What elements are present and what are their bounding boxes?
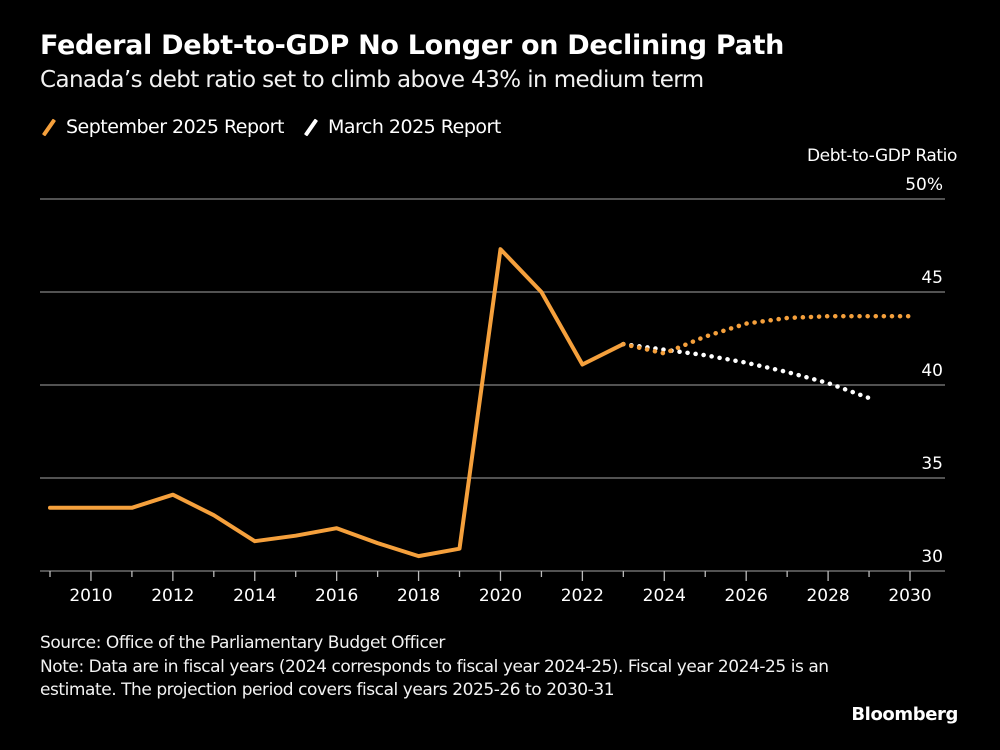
legend-label: March 2025 Report: [327, 116, 501, 138]
y-axis: 30 35 40 45 50%: [905, 175, 943, 567]
y-tick-label: 30: [921, 547, 943, 567]
bloomberg-logo: Bloomberg: [851, 704, 958, 725]
series-line-1: [621, 313, 913, 356]
y-axis-title: Debt-to-GDP Ratio: [806, 146, 957, 166]
x-tick-label: 2018: [397, 586, 440, 606]
series-line-0: [48, 247, 626, 559]
chart-subtitle: Canada’s debt ratio set to climb above 4…: [40, 67, 704, 93]
legend-item-march: March 2025 Report: [302, 116, 501, 138]
x-tick-label: 2022: [561, 586, 604, 606]
x-tick-label: 2014: [233, 586, 276, 606]
x-tick-label: 2020: [479, 586, 522, 606]
series-1: [621, 313, 913, 356]
series-lines: [48, 247, 913, 559]
series-line-2: [621, 341, 872, 401]
y-tick-label: 40: [921, 361, 943, 381]
y-tick-label: 50%: [905, 175, 943, 195]
x-tick-label: 2028: [806, 586, 849, 606]
line-chart: 2010 2012 2014 2016 2018 2020 2022 2024 2026 2028…: [40, 175, 945, 606]
legend-item-september: September 2025 Report: [40, 116, 284, 138]
y-tick-label: 35: [921, 454, 943, 474]
x-axis: 2010 2012 2014 2016 2018 2020 2022 2024 2026 2028…: [49, 571, 932, 606]
x-tick-label: 2024: [643, 586, 686, 606]
x-tick-label: 2012: [151, 586, 194, 606]
gridlines: [40, 198, 945, 572]
x-tick-label: 2016: [315, 586, 358, 606]
x-tick-label: 2010: [69, 586, 112, 606]
x-tick-label: 2026: [725, 586, 768, 606]
x-tick-label: 2030: [888, 586, 931, 606]
chart-title: Federal Debt-to-GDP No Longer on Declini…: [40, 30, 785, 61]
source-note: Source: Office of the Parliamentary Budg…: [40, 633, 445, 653]
legend-label: September 2025 Report: [66, 116, 284, 138]
legend: September 2025 Report March 2025 Report: [40, 116, 501, 138]
footnote: Note: Data are in fiscal years (2024 cor…: [40, 656, 829, 701]
series-0: [48, 247, 626, 559]
y-tick-label: 45: [921, 268, 943, 288]
footer: Source: Office of the Parliamentary Budg…: [40, 632, 840, 703]
series-2: [621, 341, 872, 401]
